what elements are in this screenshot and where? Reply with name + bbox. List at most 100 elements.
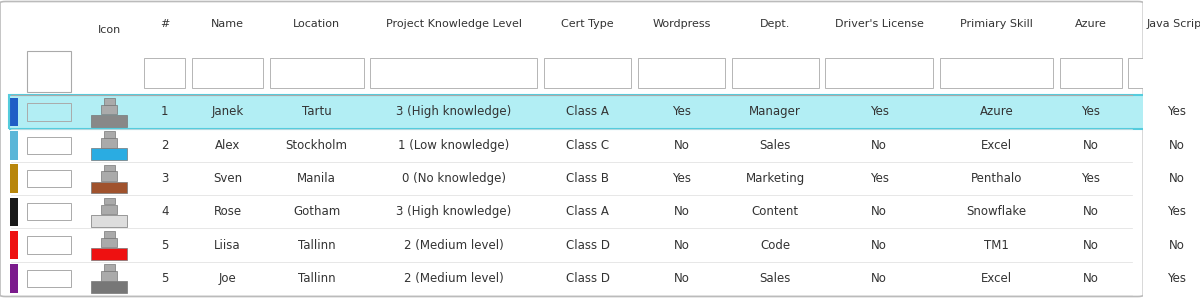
Text: Liisa: Liisa bbox=[215, 239, 241, 252]
Bar bbox=[28, 51, 71, 92]
Bar bbox=[732, 58, 818, 88]
Text: Alex: Alex bbox=[215, 139, 240, 152]
Bar bbox=[101, 105, 118, 114]
Text: Project Knowledge Level: Project Knowledge Level bbox=[386, 19, 522, 29]
Text: Stockholm: Stockholm bbox=[286, 139, 348, 152]
Text: Snowflake: Snowflake bbox=[966, 205, 1026, 218]
Text: 1: 1 bbox=[161, 105, 168, 119]
Text: Rose: Rose bbox=[214, 205, 241, 218]
Text: Sales: Sales bbox=[760, 272, 791, 285]
Text: Location: Location bbox=[293, 19, 341, 29]
Text: No: No bbox=[871, 205, 887, 218]
Text: 4: 4 bbox=[161, 205, 168, 218]
Text: Class A: Class A bbox=[566, 205, 610, 218]
Text: Wordpress: Wordpress bbox=[653, 19, 710, 29]
Text: Yes: Yes bbox=[1081, 105, 1100, 119]
FancyBboxPatch shape bbox=[0, 1, 1144, 297]
Bar bbox=[28, 103, 71, 121]
Bar bbox=[101, 271, 118, 281]
Text: Yes: Yes bbox=[1166, 105, 1186, 119]
Bar bbox=[1060, 58, 1122, 88]
Bar bbox=[101, 238, 118, 247]
Text: 2 (Medium level): 2 (Medium level) bbox=[404, 239, 504, 252]
Text: No: No bbox=[1082, 239, 1099, 252]
Bar bbox=[28, 136, 71, 154]
Text: Azure: Azure bbox=[1075, 19, 1106, 29]
Bar bbox=[28, 236, 71, 254]
Text: Primiary Skill: Primiary Skill bbox=[960, 19, 1033, 29]
Text: Yes: Yes bbox=[672, 172, 691, 185]
Text: Excel: Excel bbox=[980, 139, 1012, 152]
Bar bbox=[270, 58, 364, 88]
Text: Name: Name bbox=[211, 19, 244, 29]
Text: Tallinn: Tallinn bbox=[298, 239, 336, 252]
Text: Yes: Yes bbox=[870, 105, 889, 119]
Text: 3: 3 bbox=[161, 172, 168, 185]
Text: Class D: Class D bbox=[565, 239, 610, 252]
Bar bbox=[940, 58, 1052, 88]
Text: 3 (High knowledge): 3 (High knowledge) bbox=[396, 205, 511, 218]
Text: No: No bbox=[1169, 139, 1184, 152]
Text: Icon: Icon bbox=[97, 25, 121, 35]
Bar bbox=[103, 131, 115, 138]
Text: Janek: Janek bbox=[211, 105, 244, 119]
Bar bbox=[101, 171, 118, 181]
Bar bbox=[91, 215, 127, 227]
Bar bbox=[1128, 58, 1200, 88]
Bar bbox=[826, 58, 932, 88]
Text: Yes: Yes bbox=[672, 105, 691, 119]
Bar bbox=[28, 170, 71, 187]
Text: Yes: Yes bbox=[1081, 172, 1100, 185]
Bar bbox=[101, 205, 118, 214]
Bar bbox=[103, 264, 115, 271]
Bar bbox=[103, 198, 115, 204]
Bar bbox=[91, 248, 127, 260]
Text: Sven: Sven bbox=[212, 172, 242, 185]
Text: 1 (Low knowledge): 1 (Low knowledge) bbox=[398, 139, 510, 152]
Bar bbox=[11, 264, 18, 293]
Bar bbox=[28, 203, 71, 221]
Text: No: No bbox=[871, 272, 887, 285]
Text: Marketing: Marketing bbox=[745, 172, 805, 185]
Text: No: No bbox=[1082, 139, 1099, 152]
Text: No: No bbox=[673, 205, 689, 218]
Text: No: No bbox=[1082, 205, 1099, 218]
Text: No: No bbox=[1169, 172, 1184, 185]
Bar bbox=[103, 98, 115, 105]
Text: Java Script: Java Script bbox=[1147, 19, 1200, 29]
Bar bbox=[28, 270, 71, 287]
Text: No: No bbox=[673, 239, 689, 252]
Bar bbox=[11, 231, 18, 259]
Text: Tallinn: Tallinn bbox=[298, 272, 336, 285]
Text: Manila: Manila bbox=[298, 172, 336, 185]
Text: Content: Content bbox=[751, 205, 799, 218]
Bar bbox=[103, 231, 115, 238]
Text: 0 (No knowledge): 0 (No knowledge) bbox=[402, 172, 506, 185]
Text: No: No bbox=[1082, 272, 1099, 285]
Text: 3 (High knowledge): 3 (High knowledge) bbox=[396, 105, 511, 119]
Text: Cert Type: Cert Type bbox=[562, 19, 614, 29]
Bar bbox=[638, 58, 725, 88]
Bar bbox=[91, 281, 127, 293]
Text: Azure: Azure bbox=[979, 105, 1013, 119]
Text: Manager: Manager bbox=[749, 105, 802, 119]
Text: Tartu: Tartu bbox=[302, 105, 331, 119]
Text: No: No bbox=[1169, 239, 1184, 252]
Text: No: No bbox=[871, 239, 887, 252]
Bar bbox=[11, 98, 18, 126]
Text: Code: Code bbox=[760, 239, 791, 252]
Text: Driver's License: Driver's License bbox=[835, 19, 924, 29]
Text: Excel: Excel bbox=[980, 272, 1012, 285]
Text: No: No bbox=[871, 139, 887, 152]
Text: No: No bbox=[673, 272, 689, 285]
Text: No: No bbox=[673, 139, 689, 152]
Bar bbox=[91, 181, 127, 193]
Bar bbox=[10, 95, 1200, 129]
Text: Class B: Class B bbox=[566, 172, 610, 185]
Bar bbox=[545, 58, 631, 88]
Bar bbox=[144, 58, 185, 88]
Text: Penthalo: Penthalo bbox=[971, 172, 1022, 185]
Text: Class C: Class C bbox=[566, 139, 610, 152]
Text: Yes: Yes bbox=[870, 172, 889, 185]
Text: 2: 2 bbox=[161, 139, 168, 152]
